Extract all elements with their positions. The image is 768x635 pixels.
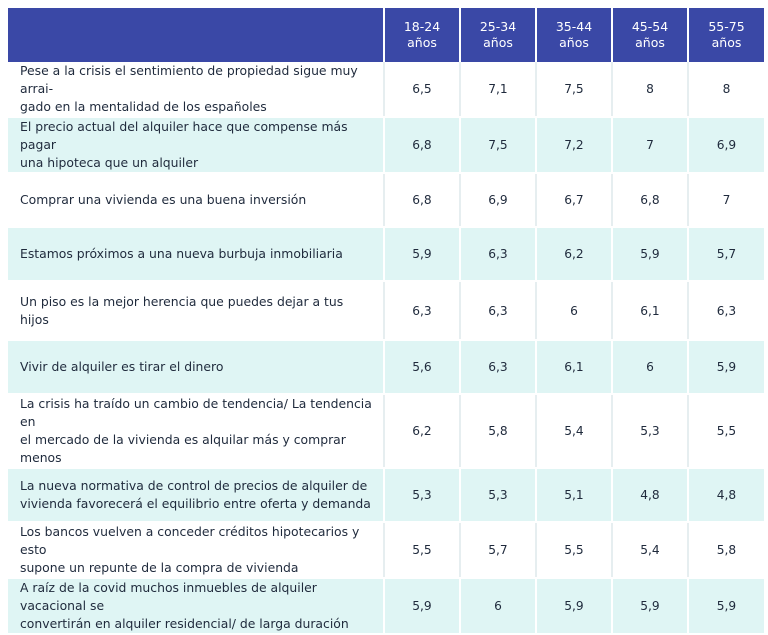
value-cell: 5,9 [611,227,688,282]
statement-line: gado en la mentalidad de los españoles [20,99,267,114]
table-row: Un piso es la mejor herencia que puedes … [8,281,764,341]
table-row: Los bancos vuelven a conceder créditos h… [8,522,764,579]
statement-cell: Pese a la crisis el sentimiento de propi… [8,62,384,118]
table-body: Pese a la crisis el sentimiento de propi… [8,62,764,635]
value-cell: 5,9 [687,578,764,635]
table-row: El precio actual del alquiler hace que c… [8,117,764,174]
statement-line: supone un repunte de la compra de vivien… [20,560,299,575]
value-cell: 5,8 [687,522,764,579]
value-cell: 7,1 [459,62,536,118]
statement-cell: Los bancos vuelven a conceder créditos h… [8,522,384,579]
statement-line: A raíz de la covid muchos inmuebles de a… [20,580,317,613]
value-cell: 5,9 [383,227,460,282]
value-cell: 6,3 [687,281,764,341]
header-age-35-44: 35-44 años [535,8,612,62]
value-cell: 6,8 [611,173,688,228]
value-cell: 7,5 [535,62,612,118]
header-age-18-24: 18-24 años [383,8,460,62]
value-cell: 6,7 [535,173,612,228]
value-cell: 5,8 [459,394,536,469]
value-cell: 4,8 [611,468,688,523]
header-row: 18-24 años 25-34 años 35-44 años 45-54 años … [8,8,764,62]
value-cell: 5,3 [383,468,460,523]
statement-cell: La nueva normativa de control de precios… [8,468,384,523]
statement-line: El precio actual del alquiler hace que c… [20,119,348,152]
statement-cell: El precio actual del alquiler hace que c… [8,117,384,174]
statement-line: vivienda favorecerá el equilibrio entre … [20,496,371,511]
value-cell: 6,1 [535,340,612,395]
value-cell: 5,9 [383,578,460,635]
value-cell: 6,3 [459,227,536,282]
table-row: Comprar una vivienda es una buena invers… [8,173,764,228]
value-cell: 5,6 [383,340,460,395]
statement-cell: Un piso es la mejor herencia que puedes … [8,281,384,341]
value-cell: 8 [611,62,688,118]
value-cell: 8 [687,62,764,118]
value-cell: 5,7 [687,227,764,282]
value-cell: 7,5 [459,117,536,174]
table-row: La nueva normativa de control de precios… [8,468,764,523]
table-row: Pese a la crisis el sentimiento de propi… [8,62,764,118]
value-cell: 6,8 [383,117,460,174]
table-figure: 18-24 años 25-34 años 35-44 años 45-54 años … [8,8,764,635]
value-cell: 5,4 [611,522,688,579]
statement-line: Los bancos vuelven a conceder créditos h… [20,524,360,557]
value-cell: 6,9 [687,117,764,174]
ratings-table: 18-24 años 25-34 años 35-44 años 45-54 años … [8,8,764,635]
statement-line: Comprar una vivienda es una buena invers… [20,192,307,207]
value-cell: 4,8 [687,468,764,523]
value-cell: 5,1 [535,468,612,523]
header-age-25-34: 25-34 años [459,8,536,62]
value-cell: 5,9 [687,340,764,395]
value-cell: 6,2 [383,394,460,469]
header-age-55-75: 55-75 años [687,8,764,62]
value-cell: 5,4 [535,394,612,469]
statement-cell: Estamos próximos a una nueva burbuja inm… [8,227,384,282]
value-cell: 5,5 [687,394,764,469]
value-cell: 6,8 [383,173,460,228]
value-cell: 7 [611,117,688,174]
header-age-45-54: 45-54 años [611,8,688,62]
statement-line: convertirán en alquiler residencial/ de … [20,616,349,631]
statement-line: Vivir de alquiler es tirar el dinero [20,359,224,374]
statement-cell: La crisis ha traído un cambio de tendenc… [8,394,384,469]
value-cell: 6 [611,340,688,395]
value-cell: 6,9 [459,173,536,228]
table-row: La crisis ha traído un cambio de tendenc… [8,394,764,469]
value-cell: 6,1 [611,281,688,341]
statement-cell: A raíz de la covid muchos inmuebles de a… [8,578,384,635]
statement-line: La crisis ha traído un cambio de tendenc… [20,396,372,429]
table-row: Estamos próximos a una nueva burbuja inm… [8,227,764,282]
value-cell: 5,5 [383,522,460,579]
value-cell: 5,9 [535,578,612,635]
statement-cell: Vivir de alquiler es tirar el dinero [8,340,384,395]
value-cell: 5,3 [459,468,536,523]
value-cell: 6,3 [383,281,460,341]
value-cell: 6,3 [459,281,536,341]
statement-line: una hipoteca que un alquiler [20,155,199,170]
header-statement [8,8,384,62]
statement-line: Un piso es la mejor herencia que puedes … [20,293,344,327]
value-cell: 6,5 [383,62,460,118]
value-cell: 7,2 [535,117,612,174]
value-cell: 5,3 [611,394,688,469]
value-cell: 5,5 [535,522,612,579]
value-cell: 6,2 [535,227,612,282]
statement-line: Estamos próximos a una nueva burbuja inm… [20,246,343,261]
table-row: A raíz de la covid muchos inmuebles de a… [8,578,764,635]
statement-line: La nueva normativa de control de precios… [20,478,368,493]
value-cell: 6,3 [459,340,536,395]
table-row: Vivir de alquiler es tirar el dinero 5,6 6… [8,340,764,395]
value-cell: 6 [535,281,612,341]
value-cell: 7 [687,173,764,228]
statement-line: Pese a la crisis el sentimiento de propi… [20,63,358,96]
statement-line: el mercado de la vivienda es alquilar má… [20,432,346,465]
value-cell: 5,7 [459,522,536,579]
value-cell: 5,9 [611,578,688,635]
value-cell: 6 [459,578,536,635]
statement-cell: Comprar una vivienda es una buena invers… [8,173,384,228]
